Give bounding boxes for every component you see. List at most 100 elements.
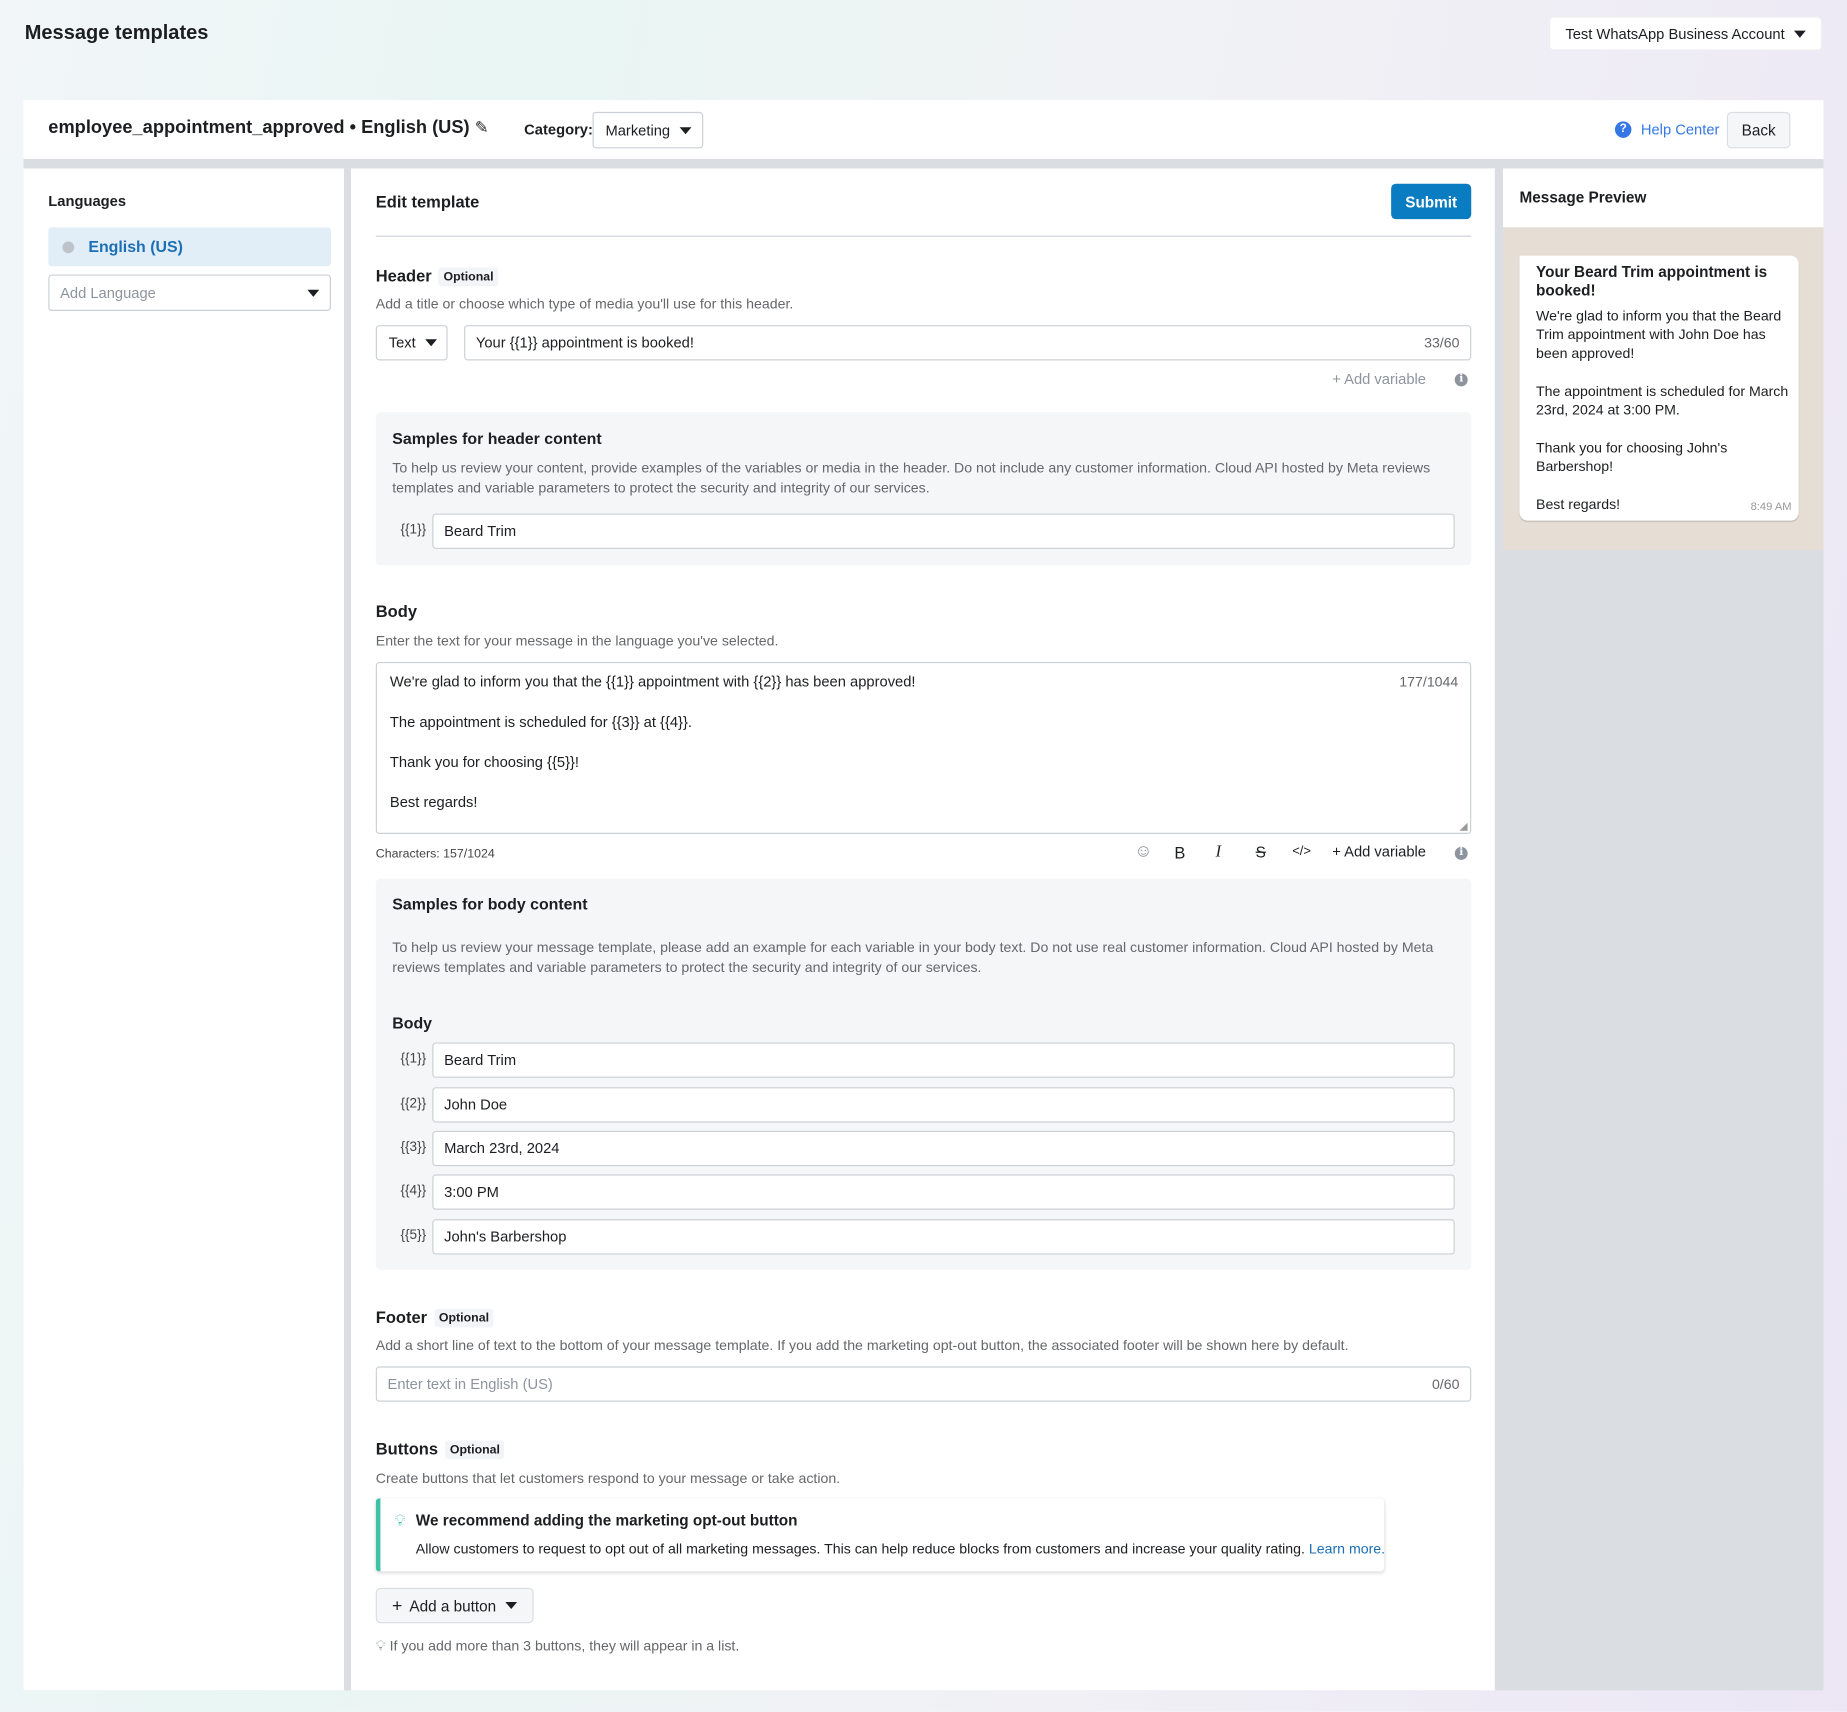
code-icon[interactable]: </> [1292,844,1311,859]
preview-paragraph: Best regards! [1536,495,1621,513]
preview-title: Message Preview [1519,188,1647,207]
sample-value: John's Barbershop [444,1228,567,1246]
divider [23,159,1824,169]
body-samples-subtitle: Body [392,1014,433,1032]
body-samples-desc: To help us review your message template,… [392,938,1434,976]
status-dot-icon [62,240,75,253]
chevron-down-icon [1794,30,1806,38]
help-icon[interactable]: ? [1614,121,1632,138]
characters-count: Characters: 157/1024 [375,846,495,862]
preview-header-text: Your Beard Trim appointment is booked! [1536,262,1768,300]
back-button[interactable]: Back [1726,111,1791,149]
divider [375,235,1472,237]
account-name: Test WhatsApp Business Account [1565,25,1785,42]
add-language-placeholder: Add Language [60,284,156,301]
variable-tag: {{3}} [400,1140,427,1155]
callout-title: We recommend adding the marketing opt-ou… [415,1511,798,1529]
language-label: English (US) [88,237,183,256]
footer-input[interactable]: Enter text in English (US) 0/60 [375,1366,1472,1402]
resize-handle-icon[interactable]: ◢ [1459,819,1468,832]
optional-badge: Optional [445,1440,505,1460]
sample-value: Beard Trim [444,1051,517,1069]
header-add-variable-button[interactable]: + Add variable [1332,371,1427,388]
body-desc: Enter the text for your message in the l… [375,632,779,650]
italic-icon[interactable]: I [1215,843,1222,862]
variable-tag: {{5}} [400,1228,427,1243]
header-text-value: Your {{1}} appointment is booked! [475,334,694,352]
body-textarea[interactable]: We're glad to inform you that the {{1}} … [375,661,1472,834]
message-bubble: Your Beard Trim appointment is booked! W… [1519,255,1799,521]
body-line: Best regards! [389,793,478,811]
chevron-down-icon [679,126,692,134]
sample-value: 3:00 PM [444,1183,499,1201]
header-label: Header Optional [376,266,499,287]
plus-icon: + [391,1595,403,1616]
languages-panel [23,168,344,1691]
category-value: Marketing [605,121,671,139]
learn-more-link[interactable]: Learn more. [1308,1540,1386,1558]
message-time: 8:49 AM [1750,500,1792,514]
body-samples-title: Samples for body content [392,895,588,913]
strikethrough-icon[interactable]: S [1255,843,1266,862]
buttons-label: Buttons Optional [376,1439,505,1460]
footer-label: Footer Optional [376,1308,494,1328]
header-type-dropdown[interactable]: Text [375,325,448,361]
variable-tag: {{2}} [400,1096,427,1111]
body-line: The appointment is scheduled for {{3}} a… [389,713,692,731]
info-icon[interactable]: i [1454,373,1468,387]
language-item-english[interactable]: English (US) [48,227,331,267]
template-name: employee_appointment_approved • English … [48,117,470,138]
body-sample-input[interactable]: Beard Trim [432,1042,1455,1078]
emoji-icon[interactable]: ☺ [1134,841,1153,862]
lightbulb-icon: 💡︎ [375,1637,386,1654]
header-type-value: Text [388,334,416,352]
optional-badge: Optional [438,267,499,287]
variable-tag: {{1}} [400,523,427,538]
sample-value: March 23rd, 2024 [444,1140,560,1157]
add-language-dropdown[interactable]: Add Language [48,274,331,311]
page-title: Message templates [24,21,209,44]
opt-out-callout: 💡︎ We recommend adding the marketing opt… [375,1498,1386,1572]
add-button-dropdown[interactable]: + Add a button [375,1587,534,1624]
editor-title: Edit template [375,192,480,211]
body-sample-input[interactable]: March 23rd, 2024 [432,1130,1455,1167]
callout-text: Allow customers to request to opt out of… [415,1540,1305,1558]
footer-counter: 0/60 [1431,1375,1460,1393]
footer-desc: Add a short line of text to the bottom o… [375,1336,1349,1354]
header-samples-desc: To help us review your content, provide … [392,459,1431,496]
chevron-down-icon [505,1601,518,1610]
category-dropdown[interactable]: Marketing [592,111,704,149]
preview-header [1503,168,1824,228]
body-add-variable-button[interactable]: + Add variable [1332,843,1427,860]
optional-badge: Optional [434,1308,494,1328]
preview-paragraph: The appointment is scheduled for March 2… [1536,382,1789,419]
pencil-icon[interactable]: ✎ [474,117,489,137]
body-sample-input[interactable]: John's Barbershop [432,1219,1455,1255]
body-line: Thank you for choosing {{5}}! [389,753,580,771]
body-sample-input[interactable]: 3:00 PM [432,1174,1455,1210]
lightbulb-icon: 💡︎ [394,1511,406,1529]
buttons-desc: Create buttons that let customers respon… [375,1470,841,1487]
variable-tag: {{4}} [400,1183,427,1198]
plus-icon: + [1332,371,1341,388]
header-desc: Add a title or choose which type of medi… [375,295,794,313]
info-icon[interactable]: i [1454,846,1468,860]
header-counter: 33/60 [1424,334,1460,352]
body-line: We're glad to inform you that the {{1}} … [389,673,916,691]
template-topbar [23,100,1824,160]
help-center-link[interactable]: Help Center [1640,121,1720,138]
account-dropdown[interactable]: Test WhatsApp Business Account [1548,16,1823,51]
plus-icon: + [1332,843,1341,860]
submit-button[interactable]: Submit [1391,183,1472,220]
header-sample-input[interactable]: Beard Trim [432,513,1455,549]
body-label: Body [375,601,417,621]
header-samples-title: Samples for header content [392,429,602,448]
chevron-down-icon [307,289,320,297]
bold-icon[interactable]: B [1174,843,1186,863]
body-sample-input[interactable]: John Doe [432,1087,1455,1123]
languages-title: Languages [48,193,127,210]
variable-tag: {{1}} [400,1051,427,1067]
header-text-input[interactable]: Your {{1}} appointment is booked! 33/60 [464,325,1472,361]
category-label: Category: [524,121,593,138]
